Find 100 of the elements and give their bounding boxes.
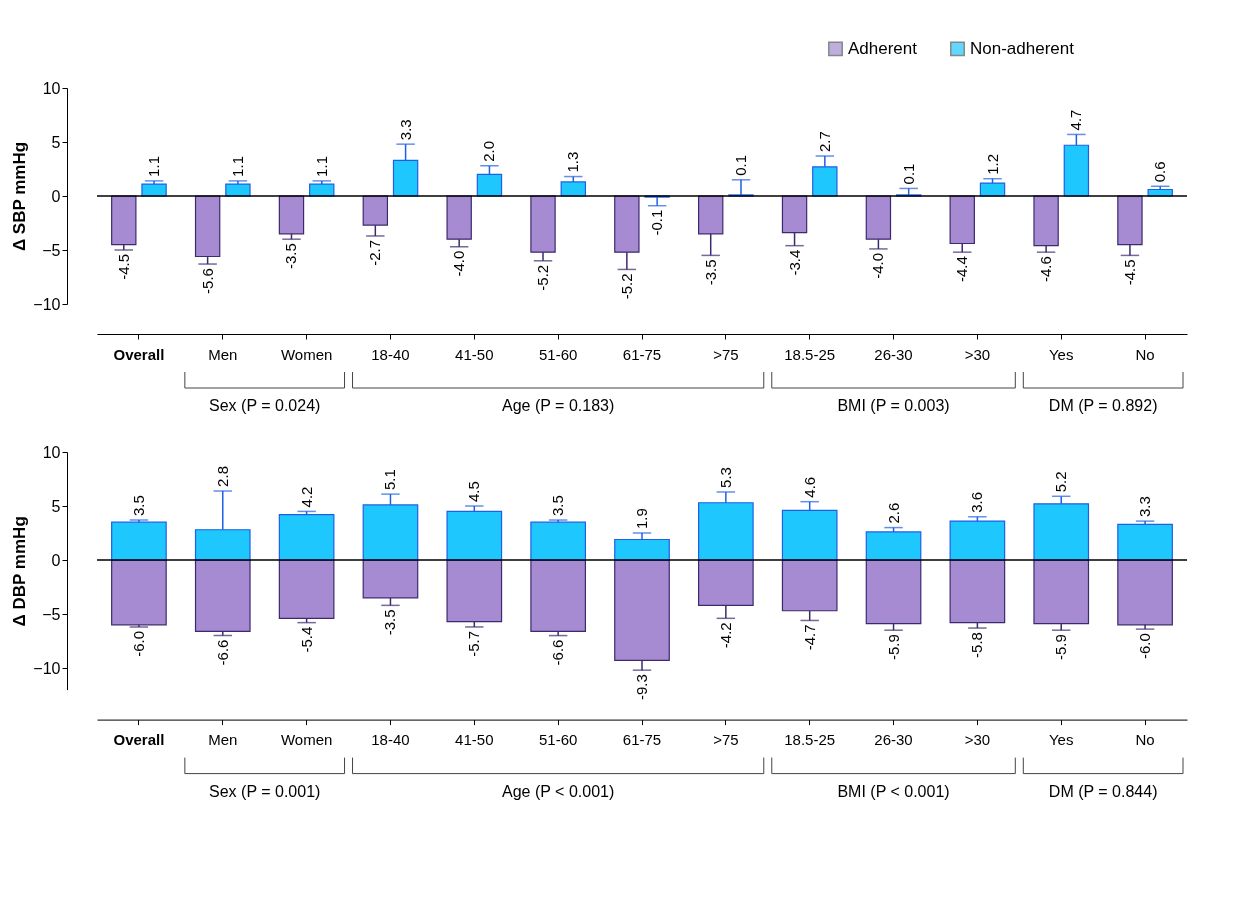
data-label: -0.1 [648,209,666,236]
data-label: -3.5 [282,243,300,270]
x-tick-label: >30 [964,731,991,749]
x-tick-label: 51-60 [538,345,578,363]
x-tick-label: >75 [713,731,739,749]
x-tick-label: Women [280,345,333,363]
x-tick-label: Yes [1048,731,1074,749]
data-label: 4.5 [465,481,483,502]
x-tick-label: Men [208,345,238,363]
data-label: -3.4 [785,249,803,276]
x-tick-label: 18-40 [371,345,410,363]
text: BMI (P = 0.003) [837,397,950,414]
x-tick-label: Overall [113,345,165,363]
data-label: -5.6 [198,268,216,294]
data-label: -5.2 [534,264,552,291]
data-label: -3.5 [701,259,719,286]
x-tick-label: 26-30 [874,345,913,363]
data-label: -6.0 [1136,633,1154,659]
x-tick-label: 41-50 [455,345,494,363]
data-label: 4.2 [297,486,315,508]
data-label: 4.7 [1067,109,1085,131]
x-tick-label: Overall [113,731,165,749]
data-label: 3.3 [396,119,414,141]
x-tick-label: 61-75 [622,345,662,363]
data-label: -5.4 [297,626,315,653]
x-tick-label: 41-50 [455,731,494,749]
x-tick-label: 18.5-25 [784,345,836,363]
data-label: 1.2 [983,153,1001,175]
legend-label: Adherent [848,38,918,58]
data-label: -5.2 [617,273,635,300]
data-label: -2.7 [366,239,384,266]
y-axis-title: Δ DBP mmHg [10,516,30,627]
data-label: -4.7 [800,624,818,651]
x-tick-label: 18.5-25 [784,731,836,749]
x-tick-label: >30 [964,345,991,363]
text: Age (P < 0.001) [502,782,615,800]
y-tick-label: 5 [51,133,61,151]
y-tick-label: −5 [42,241,61,259]
x-tick-label: No [1135,345,1155,363]
data-label: 1.1 [228,156,246,177]
data-label: -6.0 [129,630,147,657]
data-label: -4.0 [869,252,887,279]
y-tick-label: 0 [51,551,61,569]
data-label: 3.5 [549,495,567,517]
y-tick-label: −5 [42,605,61,623]
data-label: -5.9 [884,634,902,661]
data-label: -4.0 [450,250,468,277]
y-axis-title: Δ SBP mmHg [10,141,30,252]
data-label: -5.7 [465,630,483,657]
x-tick-label: 61-75 [622,731,662,749]
data-label: 1.9 [633,508,650,529]
data-label: 3.3 [1136,496,1154,518]
data-label: 3.6 [968,491,986,513]
data-label: -5.8 [968,632,986,658]
y-tick-label: 10 [42,79,61,97]
data-label: -5.9 [1052,634,1070,661]
data-label: 5.1 [381,469,399,491]
x-tick-label: 18-40 [371,731,410,749]
text: DM (P = 0.844) [1048,782,1158,800]
data-label: 0.1 [731,154,749,176]
data-label: -4.6 [1037,256,1055,283]
x-tick-label: 26-30 [874,731,913,749]
x-tick-label: 51-60 [538,731,578,749]
data-label: -6.6 [549,639,567,666]
x-tick-label: >75 [713,345,739,363]
data-label: -9.3 [633,674,650,701]
text: Age (P = 0.183) [502,397,615,414]
data-label: 1.3 [564,151,582,173]
data-label: 5.3 [716,467,734,488]
data-label: 2.6 [884,502,902,524]
data-label: 1.1 [312,156,330,177]
legend-label: Non-adherent [970,38,1075,58]
data-label: 2.0 [480,140,498,162]
data-label: 0.1 [899,163,917,185]
text: Sex (P = 0.024) [209,397,321,414]
y-tick-label: −10 [33,295,61,313]
x-tick-label: Men [208,731,238,749]
data-label: -4.5 [114,254,132,280]
data-label: 4.6 [800,476,818,498]
data-label: -6.6 [213,639,231,666]
data-label: -4.2 [716,622,734,649]
data-label: -3.5 [381,609,399,636]
data-label: 1.1 [145,156,163,177]
data-label: -4.5 [1120,259,1138,286]
x-tick-label: Yes [1048,345,1074,363]
y-tick-label: 0 [51,187,61,205]
data-label: 2.8 [213,466,231,487]
data-label: 5.2 [1052,471,1070,493]
y-tick-label: −10 [33,659,61,677]
text: BMI (P < 0.001) [837,782,950,800]
text: Sex (P = 0.001) [209,782,321,800]
x-tick-label: Women [280,731,333,749]
data-label: 3.5 [129,495,147,517]
x-tick-label: No [1135,731,1155,749]
y-tick-label: 5 [51,497,61,515]
data-label: -4.4 [953,256,971,283]
data-label: 2.7 [815,131,833,153]
y-tick-label: 10 [42,443,61,461]
data-label: 0.6 [1151,161,1169,183]
text: DM (P = 0.892) [1048,397,1158,414]
